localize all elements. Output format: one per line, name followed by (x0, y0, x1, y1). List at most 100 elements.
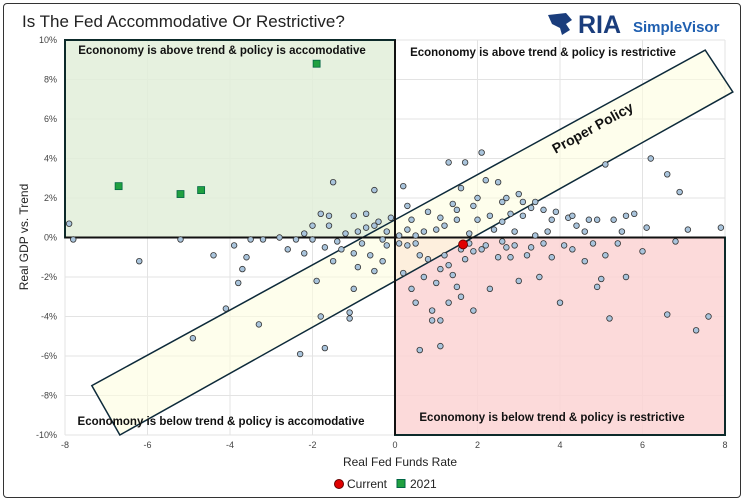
data-point-history (177, 236, 184, 243)
x-axis-label: Real Fed Funds Rate (343, 455, 457, 469)
data-point-history (317, 313, 324, 320)
x-tick-label: -2 (308, 440, 316, 450)
quadrant-label-top-right: Econonomy is above trend & policy is res… (410, 47, 676, 59)
data-point-history (466, 230, 473, 237)
data-point-history (259, 236, 267, 243)
data-point-history (664, 171, 671, 178)
data-point-history (255, 321, 263, 328)
data-point-history (404, 226, 411, 233)
data-point-history (358, 240, 366, 247)
data-point-history (334, 238, 341, 245)
data-point-history (329, 258, 337, 265)
data-point-history (371, 222, 378, 229)
data-point-history (367, 252, 374, 259)
quadrant-label-bottom-left: Economony is below trend & policy is acc… (78, 416, 365, 428)
data-point-history (354, 263, 362, 271)
data-point-history (379, 258, 386, 265)
data-point-current (458, 239, 468, 250)
data-point-history (552, 208, 560, 216)
data-point-history (350, 212, 357, 219)
data-point-history (329, 178, 337, 186)
data-point-history (639, 248, 646, 255)
data-point-history (449, 200, 456, 208)
data-point-history (453, 216, 461, 223)
data-point-history (610, 216, 617, 223)
data-point-history (548, 216, 555, 223)
data-point-history (569, 246, 576, 253)
legend-marker-2021 (396, 479, 406, 488)
data-point-history (486, 212, 494, 219)
data-point-history (247, 236, 254, 243)
data-point-history (445, 261, 452, 269)
data-point-history (354, 228, 362, 235)
data-point-history (243, 254, 250, 261)
y-tick-label: 6% (44, 114, 57, 124)
data-point-history (383, 242, 390, 249)
data-point-history (362, 224, 370, 231)
data-point-history (631, 210, 638, 217)
data-point-history (395, 240, 403, 247)
quadrant-label-top-left: Econonomy is above trend & policy is acc… (78, 45, 366, 57)
data-point-history (189, 335, 197, 342)
data-point-history (490, 226, 498, 233)
x-tick-label: -8 (61, 440, 69, 450)
data-point-history (717, 224, 725, 231)
data-point-history (540, 206, 547, 214)
data-point-history (692, 327, 700, 334)
data-point-history (511, 242, 518, 249)
data-point-history (428, 317, 436, 324)
data-point-history (412, 232, 419, 239)
data-point-history (470, 307, 477, 314)
data-point-history (437, 214, 444, 221)
data-point-history (416, 346, 423, 354)
data-point-history (433, 226, 440, 233)
data-point-history (408, 216, 415, 223)
data-point-history (593, 216, 601, 223)
data-point-history (313, 277, 320, 285)
data-point-history (515, 277, 522, 285)
y-tick-label: -4% (41, 312, 57, 322)
data-point-history (379, 236, 386, 243)
logo-text: RIA (578, 11, 621, 39)
data-point-history (560, 242, 568, 249)
data-point-history (602, 161, 609, 168)
data-point-history (581, 258, 588, 265)
data-point-history (474, 216, 481, 223)
y-tick-label: -8% (41, 391, 57, 401)
data-point-history (437, 342, 444, 350)
data-point-history (445, 159, 452, 166)
data-point-history (350, 285, 357, 293)
proper-policy-band (90, 49, 734, 437)
data-point-history (515, 190, 522, 198)
data-point-2021 (176, 190, 185, 198)
region-restrictive-below (394, 236, 726, 436)
data-point-history (494, 178, 502, 186)
data-point-history (346, 309, 353, 316)
data-point-history (548, 254, 555, 261)
data-point-history (235, 279, 242, 287)
data-point-history (457, 293, 465, 300)
data-point-history (461, 256, 469, 263)
data-point-history (383, 228, 390, 235)
data-point-history (478, 149, 485, 156)
data-point-history (705, 313, 712, 320)
data-point-history (573, 222, 580, 229)
data-point-history (321, 244, 329, 251)
chart-frame (3, 3, 741, 498)
data-point-history (346, 315, 353, 322)
y-tick-label: -10% (36, 430, 57, 440)
data-point-history (222, 305, 230, 312)
data-point-history (441, 252, 448, 259)
logo-subtext: SimpleVisor (633, 19, 720, 36)
data-point-history (499, 238, 506, 245)
data-point-history (527, 204, 535, 212)
data-point-history (321, 344, 329, 352)
data-point-history (478, 246, 485, 253)
data-point-history (309, 236, 316, 243)
data-point-history (536, 273, 543, 281)
data-point-history (284, 246, 291, 253)
data-point-history (499, 218, 506, 225)
legend-marker-current (334, 479, 344, 489)
data-point-history (618, 228, 626, 235)
data-point-history (400, 182, 407, 190)
